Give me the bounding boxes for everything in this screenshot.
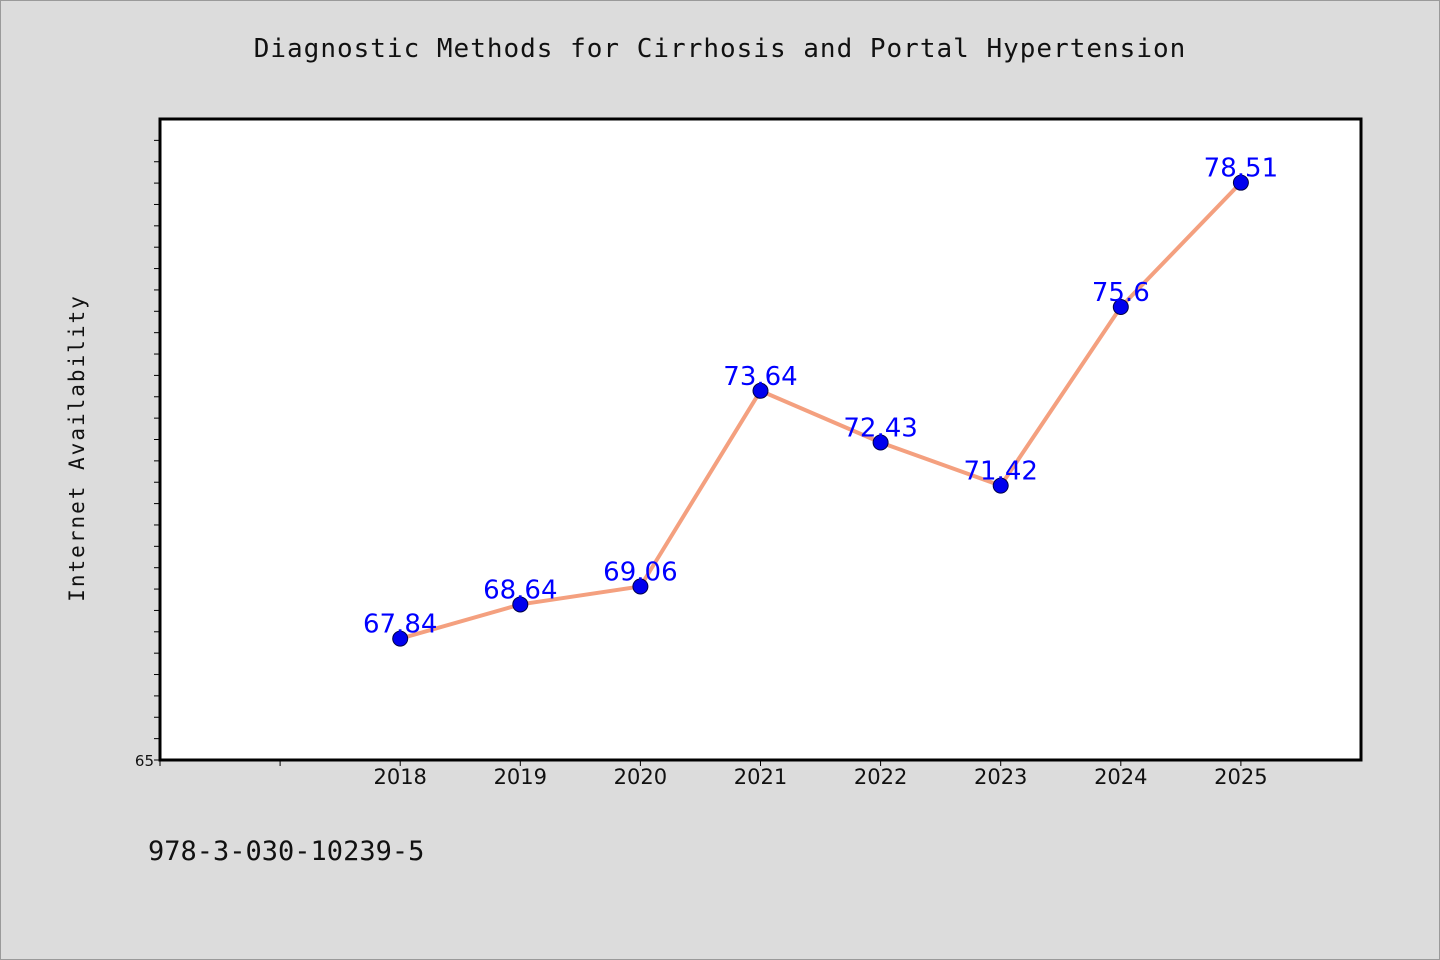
- data-point: [1112, 299, 1129, 316]
- x-tick-label: 2019: [494, 765, 547, 789]
- data-label: 68.64: [483, 575, 557, 605]
- data-point: [992, 477, 1009, 494]
- plot-area: [158, 117, 1363, 762]
- data-point: [392, 630, 409, 647]
- x-tick-label: 2023: [974, 765, 1027, 789]
- x-axis: 2018 2019 2020 2021 2022 2023 2024 2025: [159, 760, 1268, 789]
- footer-code: 978-3-030-10239-5: [148, 836, 425, 867]
- data-labels: 67.84 68.64 69.06 73.64 72.43 71.42 75.6 78.51: [363, 154, 1278, 640]
- data-point: [632, 578, 649, 595]
- y-tick-label: 65: [135, 752, 154, 770]
- data-point: [1232, 174, 1249, 191]
- chart-title: Diagnostic Methods for Cirrhosis and Por…: [253, 34, 1187, 64]
- series-line: [399, 181, 1243, 641]
- x-tick-label: 2024: [1094, 765, 1147, 789]
- data-point: [752, 382, 769, 399]
- data-label: 75.6: [1092, 278, 1150, 308]
- x-tick-label: 2018: [373, 765, 426, 789]
- data-point: [872, 434, 889, 451]
- x-tick-label: 2020: [614, 765, 667, 789]
- x-tick-label: 2022: [854, 765, 907, 789]
- data-label: 71.42: [963, 457, 1037, 487]
- data-label: 72.43: [843, 413, 917, 443]
- data-label: 73.64: [723, 362, 797, 392]
- y-axis: 65: [135, 139, 160, 770]
- x-tick-label: 2025: [1214, 765, 1267, 789]
- data-points: [392, 174, 1249, 647]
- series-line-group: [399, 181, 1243, 641]
- data-point: [512, 596, 529, 613]
- data-label: 69.06: [603, 558, 677, 588]
- x-tick-label: 2021: [734, 765, 787, 789]
- data-label: 78.51: [1204, 154, 1278, 184]
- y-axis-label: Internet Availability: [65, 294, 89, 602]
- data-label: 67.84: [363, 610, 437, 640]
